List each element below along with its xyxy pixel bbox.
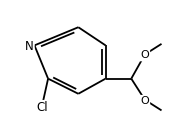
Text: Cl: Cl (36, 101, 48, 114)
Text: O: O (141, 96, 149, 106)
Text: N: N (25, 40, 34, 53)
Text: O: O (141, 50, 149, 60)
